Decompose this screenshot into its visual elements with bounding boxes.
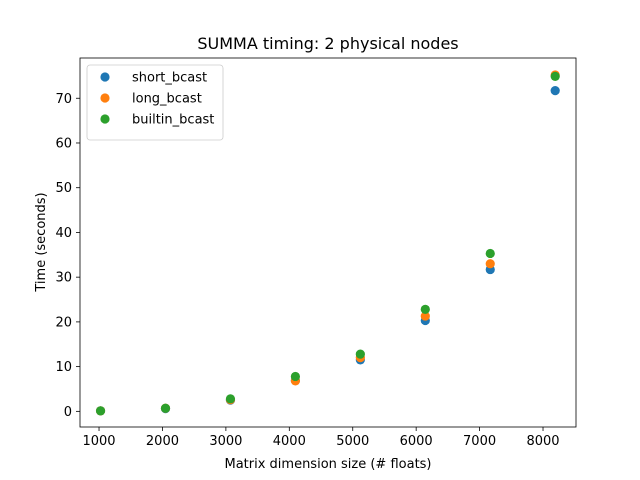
y-tick-label: 0: [64, 405, 72, 420]
x-axis-label: Matrix dimension size (# floats): [224, 457, 431, 472]
x-tick-label: 7000: [463, 434, 496, 449]
x-tick-label: 3000: [209, 434, 242, 449]
x-tick-label: 6000: [400, 434, 433, 449]
legend-box: [86, 64, 224, 141]
plot-area: 1000 2000 3000 4000 5000 6000 7000 8000 0 10 20 30 4…: [55, 57, 577, 449]
x-tick-label: 2000: [146, 434, 179, 449]
legend-marker-short_bcast: [100, 72, 110, 82]
data-point-builtin_bcast: [160, 403, 171, 413]
y-tick-label: 30: [55, 271, 72, 286]
x-tick-label: 1000: [82, 434, 115, 449]
y-tick-label: 70: [55, 92, 72, 107]
x-tick-label: 8000: [526, 434, 559, 449]
data-point-long_bcast: [420, 311, 430, 321]
x-tick-label: 5000: [336, 434, 369, 449]
data-point-builtin_bcast: [550, 71, 560, 81]
data-point-builtin_bcast: [420, 304, 430, 314]
data-point-short_bcast: [550, 86, 560, 96]
chart-title: SUMMA timing: 2 physical nodes: [197, 34, 458, 53]
data-point-builtin_bcast: [225, 394, 236, 404]
y-tick-label: 10: [55, 360, 72, 375]
legend-label-builtin_bcast: builtin_bcast: [132, 113, 214, 128]
y-tick-label: 20: [55, 315, 72, 330]
data-point-builtin_bcast: [95, 406, 106, 416]
legend-marker-long_bcast: [100, 93, 110, 103]
legend-label-long_bcast: long_bcast: [132, 92, 202, 107]
legend-label-short_bcast: short_bcast: [132, 71, 207, 86]
data-point-long_bcast: [485, 259, 495, 269]
x-tick-label: 4000: [273, 434, 306, 449]
y-axis-label: Time (seconds): [34, 192, 49, 292]
y-tick-label: 50: [55, 181, 72, 196]
y-tick-label: 40: [55, 226, 72, 241]
axes-frame: [79, 57, 577, 428]
legend-marker-builtin_bcast: [100, 114, 110, 124]
data-point-builtin_bcast: [355, 349, 365, 359]
data-point-builtin_bcast: [290, 371, 300, 382]
data-point-builtin_bcast: [485, 248, 495, 259]
y-tick-label: 60: [55, 136, 72, 151]
